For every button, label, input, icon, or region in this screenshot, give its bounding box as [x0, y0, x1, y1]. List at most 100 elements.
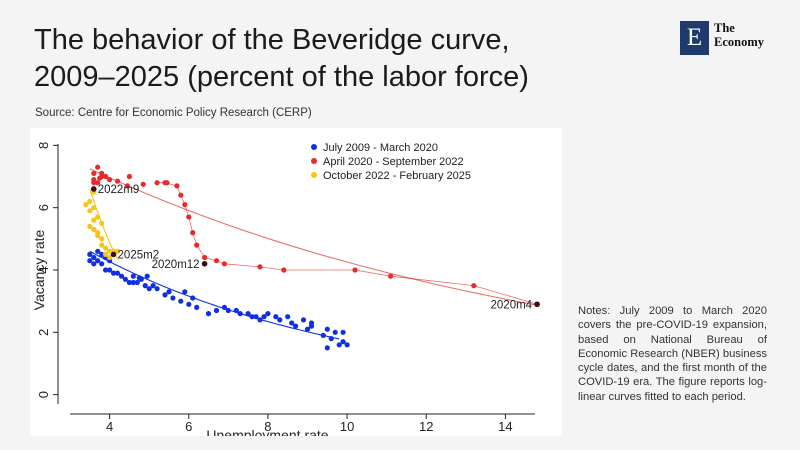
data-point	[107, 267, 113, 273]
annotation-marker	[90, 186, 97, 192]
data-point	[150, 283, 156, 289]
data-point	[221, 304, 227, 310]
data-point	[91, 261, 97, 267]
data-point	[257, 317, 263, 323]
x-tick-label: 4	[106, 419, 113, 434]
data-point	[257, 264, 263, 270]
logo-mark: E	[680, 21, 709, 55]
red-series-path	[157, 182, 538, 305]
data-point	[253, 314, 259, 320]
data-point	[99, 251, 105, 257]
data-point	[99, 261, 105, 267]
data-point	[91, 205, 97, 211]
data-point	[99, 242, 105, 248]
data-point	[289, 320, 295, 326]
data-point	[182, 289, 188, 295]
data-point	[97, 175, 103, 181]
the-economy-logo[interactable]: E The Economy	[680, 21, 764, 55]
data-point	[118, 273, 125, 279]
annotation-label: 2025m2	[118, 249, 160, 261]
data-point	[140, 181, 146, 187]
data-point	[162, 292, 168, 298]
y-tick-label: 4	[36, 266, 51, 273]
y-axis-label: Vacancy rate	[31, 229, 47, 310]
data-point	[130, 279, 136, 286]
data-point	[146, 286, 152, 292]
data-point	[99, 170, 105, 176]
annotation-marker	[110, 251, 117, 258]
data-point	[95, 214, 101, 220]
x-tick-label: 10	[340, 419, 354, 434]
data-point	[178, 192, 184, 198]
data-point	[136, 275, 142, 281]
data-point	[324, 326, 330, 332]
annotation-label: 2020m12	[152, 259, 200, 271]
x-tick-label: 14	[498, 419, 512, 434]
data-point	[320, 332, 326, 338]
legend-marker	[311, 158, 317, 164]
x-axis-label: Unemployment rate	[206, 427, 328, 436]
y-tick-label: 8	[36, 142, 51, 149]
data-point	[95, 180, 101, 186]
data-point	[107, 177, 113, 183]
fit-curve	[89, 250, 340, 340]
data-point	[194, 242, 200, 248]
legend-label: July 2009 - March 2020	[323, 142, 438, 154]
data-point	[110, 270, 117, 276]
data-point	[277, 317, 283, 323]
x-tick-label: 12	[419, 419, 433, 434]
y-tick-label: 6	[36, 204, 51, 211]
data-point	[178, 298, 184, 304]
data-point	[328, 336, 334, 342]
annotation-marker	[534, 301, 540, 308]
data-point	[166, 289, 172, 295]
data-point	[87, 208, 93, 214]
data-point	[221, 261, 227, 267]
chart-title: The behavior of the Beveridge curve, 200…	[34, 22, 594, 96]
annotation-label: 2020m4	[491, 299, 533, 311]
data-point	[336, 342, 342, 348]
data-point	[103, 251, 109, 257]
data-point	[285, 314, 291, 320]
data-point	[99, 236, 105, 242]
data-point	[142, 283, 148, 289]
beveridge-curve-chart: 4 6 8 10 12 14 0 2 4 6 8 Unemployment rate Vacancy r…	[30, 128, 562, 443]
data-point	[87, 258, 93, 264]
data-point	[103, 173, 109, 180]
data-point	[126, 279, 132, 286]
x-tick-label: 6	[185, 419, 192, 434]
legend: July 2009 - March 2020 April 2020 - Septe…	[311, 142, 471, 182]
data-point	[344, 342, 350, 348]
data-point	[332, 329, 338, 335]
chart-title-line-1: The behavior of the Beveridge curve,	[34, 24, 510, 56]
data-point	[95, 258, 101, 264]
data-point	[186, 301, 192, 307]
y-tick-label: 0	[36, 391, 51, 398]
annotation-marker	[201, 260, 208, 267]
data-point	[103, 267, 109, 273]
data-point	[114, 178, 121, 184]
data-point	[91, 226, 97, 233]
data-point	[124, 183, 130, 189]
data-point	[237, 311, 243, 317]
legend-label: October 2022 - February 2025	[323, 170, 471, 182]
data-point	[144, 273, 150, 279]
legend-marker	[311, 172, 317, 178]
data-point	[205, 311, 212, 317]
data-point	[91, 177, 97, 183]
data-point	[164, 180, 170, 186]
logo-text-line-1: The	[714, 21, 735, 35]
data-point	[261, 314, 267, 320]
data-point	[114, 270, 121, 276]
chart-title-line-2: 2009–2025 (percent of the labor force)	[34, 61, 529, 93]
data-point	[202, 254, 208, 261]
data-point	[304, 326, 311, 332]
data-point	[91, 170, 97, 176]
data-point	[213, 307, 220, 314]
data-point	[308, 320, 315, 326]
data-point	[91, 217, 97, 223]
data-point	[293, 323, 299, 329]
data-point	[273, 314, 279, 320]
data-point	[340, 339, 346, 345]
